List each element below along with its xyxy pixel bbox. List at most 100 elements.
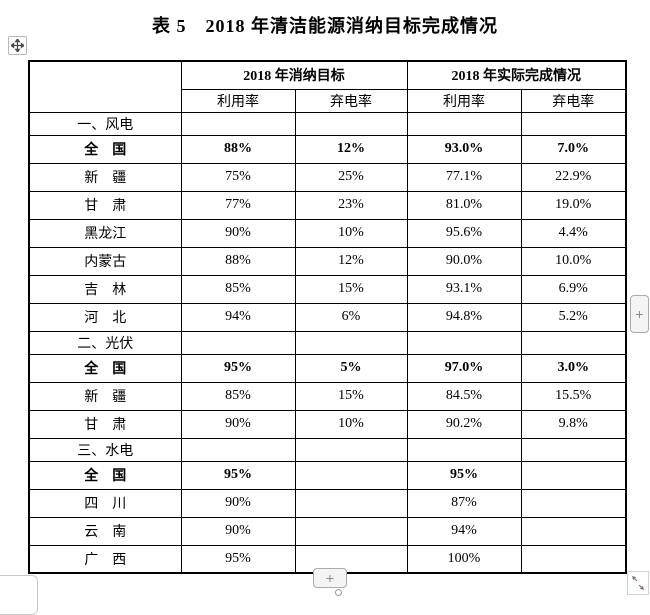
subheader-cell[interactable]: 利用率 [180, 88, 296, 113]
value-cell[interactable]: 6.9% [520, 274, 627, 304]
value-cell[interactable] [180, 330, 296, 355]
value-cell[interactable] [520, 516, 627, 546]
region-label-cell[interactable]: 新 疆 [28, 162, 182, 192]
value-cell[interactable] [520, 544, 627, 574]
region-label-cell[interactable]: 吉 林 [28, 274, 182, 304]
value-cell[interactable] [180, 437, 296, 462]
value-cell[interactable]: 23% [294, 190, 408, 220]
value-cell[interactable]: 95% [180, 460, 296, 490]
subheader-cell[interactable]: 弃电率 [294, 88, 408, 113]
region-label-cell[interactable]: 全 国 [28, 134, 182, 164]
region-label-cell[interactable]: 甘 肃 [28, 409, 182, 439]
data-row: 广 西 95% 100% [28, 544, 627, 574]
value-cell[interactable]: 9.8% [520, 409, 627, 439]
value-cell[interactable]: 84.5% [406, 381, 522, 411]
value-cell[interactable]: 85% [180, 274, 296, 304]
value-cell[interactable]: 90% [180, 409, 296, 439]
add-column-button[interactable]: + [630, 295, 649, 333]
value-cell[interactable]: 90% [180, 218, 296, 248]
value-cell[interactable]: 88% [180, 134, 296, 164]
value-cell[interactable] [520, 111, 627, 136]
add-row-button[interactable]: + [313, 568, 347, 588]
region-label-cell[interactable]: 全 国 [28, 353, 182, 383]
value-cell[interactable] [520, 460, 627, 490]
value-cell[interactable]: 94% [180, 302, 296, 332]
value-cell[interactable]: 94.8% [406, 302, 522, 332]
value-cell[interactable]: 93.0% [406, 134, 522, 164]
value-cell[interactable]: 12% [294, 246, 408, 276]
region-label-cell[interactable]: 四 川 [28, 488, 182, 518]
header-group-actual[interactable]: 2018 年实际完成情况 [406, 60, 627, 90]
region-label-cell[interactable]: 全 国 [28, 460, 182, 490]
value-cell[interactable] [294, 488, 408, 518]
value-cell[interactable]: 10% [294, 218, 408, 248]
value-cell[interactable]: 93.1% [406, 274, 522, 304]
value-cell[interactable]: 15% [294, 381, 408, 411]
value-cell[interactable]: 95% [180, 353, 296, 383]
value-cell[interactable]: 95.6% [406, 218, 522, 248]
value-cell[interactable]: 81.0% [406, 190, 522, 220]
value-cell[interactable]: 6% [294, 302, 408, 332]
value-cell[interactable] [520, 488, 627, 518]
region-label-cell[interactable]: 新 疆 [28, 381, 182, 411]
header-empty-cell[interactable] [28, 60, 182, 113]
data-row: 全 国 95% 5% 97.0% 3.0% [28, 353, 627, 383]
value-cell[interactable] [406, 111, 522, 136]
value-cell[interactable] [180, 111, 296, 136]
value-cell[interactable]: 5% [294, 353, 408, 383]
value-cell[interactable]: 12% [294, 134, 408, 164]
value-cell[interactable] [294, 516, 408, 546]
value-cell[interactable]: 3.0% [520, 353, 627, 383]
value-cell[interactable]: 100% [406, 544, 522, 574]
value-cell[interactable]: 77% [180, 190, 296, 220]
data-row: 黑龙江 90% 10% 95.6% 4.4% [28, 218, 627, 248]
header-group-target[interactable]: 2018 年消纳目标 [180, 60, 408, 90]
value-cell[interactable] [294, 460, 408, 490]
section-label-cell[interactable]: 三、水电 [28, 437, 182, 462]
value-cell[interactable]: 94% [406, 516, 522, 546]
value-cell[interactable] [294, 330, 408, 355]
value-cell[interactable]: 88% [180, 246, 296, 276]
value-cell[interactable]: 10.0% [520, 246, 627, 276]
value-cell[interactable]: 90% [180, 488, 296, 518]
value-cell[interactable] [520, 330, 627, 355]
subheader-cell[interactable]: 利用率 [406, 88, 522, 113]
value-cell[interactable]: 95% [180, 544, 296, 574]
table-move-handle[interactable] [8, 36, 27, 55]
value-cell[interactable]: 10% [294, 409, 408, 439]
value-cell[interactable] [520, 437, 627, 462]
value-cell[interactable]: 97.0% [406, 353, 522, 383]
value-cell[interactable]: 90% [180, 516, 296, 546]
value-cell[interactable]: 15.5% [520, 381, 627, 411]
value-cell[interactable]: 90.0% [406, 246, 522, 276]
region-label-cell[interactable]: 甘 肃 [28, 190, 182, 220]
value-cell[interactable]: 90.2% [406, 409, 522, 439]
region-label-cell[interactable]: 河 北 [28, 302, 182, 332]
value-cell[interactable]: 25% [294, 162, 408, 192]
value-cell[interactable]: 95% [406, 460, 522, 490]
value-cell[interactable] [294, 544, 408, 574]
region-label-cell[interactable]: 云 南 [28, 516, 182, 546]
value-cell[interactable]: 85% [180, 381, 296, 411]
plus-icon: + [635, 306, 644, 322]
value-cell[interactable]: 7.0% [520, 134, 627, 164]
value-cell[interactable] [294, 437, 408, 462]
value-cell[interactable] [406, 330, 522, 355]
value-cell[interactable]: 22.9% [520, 162, 627, 192]
region-label-cell[interactable]: 广 西 [28, 544, 182, 574]
value-cell[interactable]: 4.4% [520, 218, 627, 248]
section-label-cell[interactable]: 一、风电 [28, 111, 182, 136]
value-cell[interactable]: 15% [294, 274, 408, 304]
value-cell[interactable] [294, 111, 408, 136]
region-label-cell[interactable]: 内蒙古 [28, 246, 182, 276]
value-cell[interactable]: 75% [180, 162, 296, 192]
table-resize-handle[interactable] [627, 571, 649, 595]
subheader-cell[interactable]: 弃电率 [520, 88, 627, 113]
value-cell[interactable]: 5.2% [520, 302, 627, 332]
value-cell[interactable]: 87% [406, 488, 522, 518]
section-label-cell[interactable]: 二、光伏 [28, 330, 182, 355]
value-cell[interactable]: 77.1% [406, 162, 522, 192]
region-label-cell[interactable]: 黑龙江 [28, 218, 182, 248]
value-cell[interactable]: 19.0% [520, 190, 627, 220]
value-cell[interactable] [406, 437, 522, 462]
